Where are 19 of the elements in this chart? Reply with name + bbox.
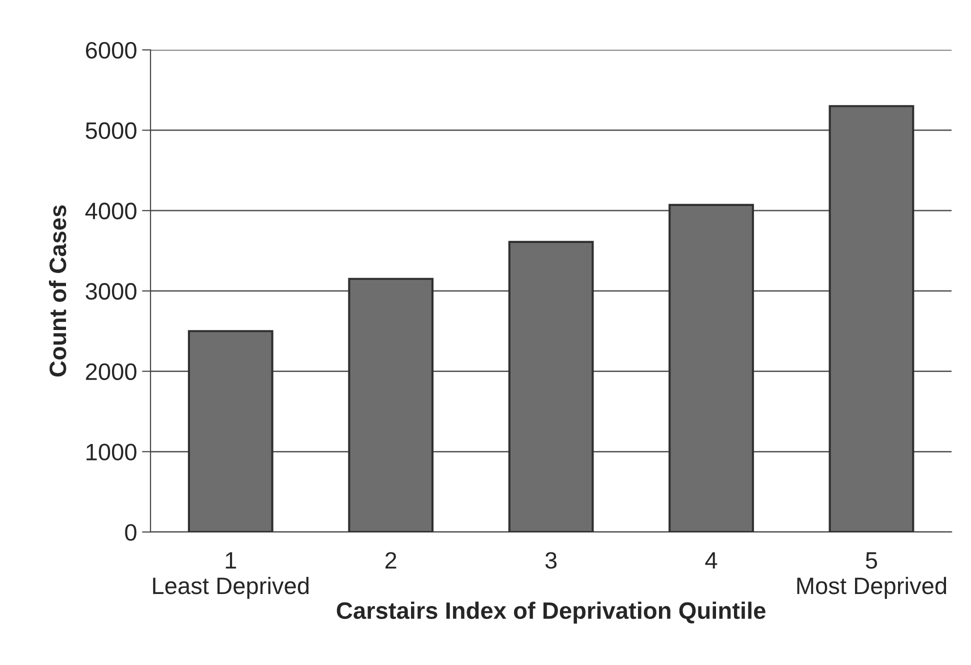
y-tick-label: 6000: [86, 42, 136, 59]
x-axis-title: Carstairs Index of Deprivation Quintile: [336, 602, 766, 624]
y-axis-title: Count of Cases: [48, 205, 66, 377]
bar: [188, 330, 274, 532]
x-tick-label: 2: [385, 552, 396, 569]
x-tick-label: 5 Most Deprived: [797, 552, 946, 599]
y-tick-label: 0: [125, 524, 136, 541]
bar: [508, 240, 594, 532]
y-tick-label: 2000: [86, 363, 136, 380]
x-tick-label: 1 Least Deprived: [153, 552, 308, 599]
y-tick-label: 5000: [86, 122, 136, 140]
bar: [348, 278, 434, 532]
bar: [828, 105, 914, 532]
x-tick-label: 3: [545, 552, 557, 569]
bar: [668, 204, 754, 532]
y-tick-label: 1000: [86, 444, 136, 460]
x-tick-label: 4: [705, 552, 718, 569]
y-tick-label: 4000: [85, 202, 136, 220]
y-tick-label: 3000: [86, 283, 136, 300]
